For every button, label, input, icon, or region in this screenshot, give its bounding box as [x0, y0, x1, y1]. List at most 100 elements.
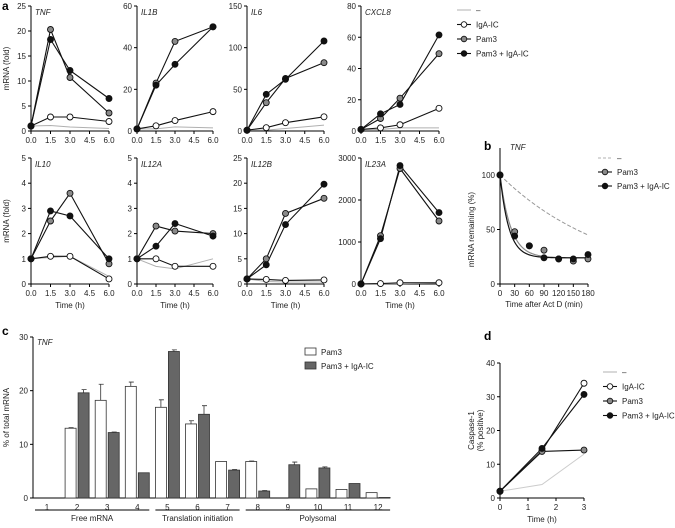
- data-point: [320, 194, 328, 202]
- error-bar: [202, 405, 207, 415]
- x-tick-label: 6.0: [318, 289, 330, 298]
- y-tick-label: 1000: [338, 238, 356, 247]
- x-tick-label: 2: [75, 503, 80, 512]
- gene-label: IL6: [251, 8, 263, 17]
- legend-label: Pam3 + IgA-IC: [617, 182, 670, 191]
- bar: [64, 427, 77, 499]
- x-tick-label: 6.0: [433, 136, 445, 145]
- data-point: [584, 251, 592, 259]
- data-point: [105, 118, 113, 125]
- series-line: [136, 26, 214, 130]
- data-point: [396, 162, 404, 170]
- x-tick-label: 0.0: [355, 289, 367, 298]
- x-axis-label: Time (h): [527, 515, 557, 524]
- data-point: [601, 182, 609, 190]
- bar: [215, 461, 228, 499]
- x-tick-label: 3: [582, 503, 587, 512]
- series-line: [360, 53, 440, 130]
- series-line: [246, 278, 324, 283]
- data-point: [396, 100, 404, 108]
- x-tick-label: 3.0: [280, 136, 292, 145]
- x-axis-label: Time (h): [271, 301, 301, 310]
- y-tick-label: 15: [17, 52, 26, 61]
- legend-label: Pam3: [622, 397, 643, 406]
- series-line: [360, 107, 440, 130]
- data-point: [555, 255, 563, 263]
- y-tick-label: 40: [347, 65, 356, 74]
- data-point: [606, 383, 614, 390]
- data-point: [105, 255, 113, 263]
- bar: [378, 497, 391, 499]
- bar: [288, 464, 301, 499]
- data-point: [320, 113, 328, 121]
- series-line: [30, 192, 110, 265]
- x-tick-label: 1.5: [375, 136, 387, 145]
- y-tick-label: 150: [229, 2, 243, 11]
- data-point: [320, 180, 328, 188]
- data-point: [262, 124, 270, 132]
- data-point: [540, 246, 548, 254]
- x-tick-label: 6: [195, 503, 200, 512]
- x-tick-label: 3.0: [169, 289, 181, 298]
- x-axis-label: Time (h): [385, 301, 415, 310]
- x-tick-label: 3.0: [394, 136, 406, 145]
- error-bar: [249, 460, 255, 462]
- data-point: [66, 67, 74, 74]
- data-point: [460, 35, 468, 43]
- series-line: [30, 210, 110, 260]
- gene-label: CXCL8: [365, 8, 391, 17]
- x-tick-label: 0: [498, 503, 503, 512]
- data-point: [282, 277, 289, 284]
- data-point: [320, 37, 328, 45]
- y-tick-label: 5: [238, 255, 243, 264]
- data-point: [282, 75, 289, 83]
- y-tick-label: 10: [19, 440, 28, 449]
- series-line: [136, 225, 214, 260]
- x-axis-label: Time (h): [160, 301, 190, 310]
- data-point: [171, 220, 179, 227]
- y-tick-label: 3: [22, 204, 27, 213]
- legend-label: IgA-IC: [622, 383, 645, 392]
- data-point: [511, 232, 519, 240]
- data-point: [496, 487, 504, 495]
- data-point: [377, 280, 384, 288]
- series-line: [137, 258, 213, 267]
- legend-label: Pam3 + IgA-IC: [476, 50, 529, 59]
- data-point: [357, 125, 365, 133]
- x-tick-label: 180: [581, 289, 595, 298]
- chart-cxcl8: 0 20 40 60 80 0.0 1.5 3.0 4.5 6.0 CXCL8: [347, 2, 445, 145]
- x-tick-label: 9: [286, 503, 291, 512]
- x-tick-label: 12: [374, 503, 383, 512]
- y-tick-label: 50: [233, 85, 242, 94]
- x-tick-label: 1.5: [375, 289, 387, 298]
- data-point: [377, 110, 384, 118]
- y-tick-label: 100: [482, 171, 496, 180]
- data-point: [47, 252, 54, 260]
- data-point: [209, 23, 217, 31]
- gene-label: TNF: [35, 8, 52, 17]
- x-tick-label: 4.5: [414, 136, 426, 145]
- data-point: [262, 276, 270, 283]
- x-tick-label: 6.0: [318, 136, 330, 145]
- data-point: [580, 390, 588, 398]
- x-tick-label: 90: [540, 289, 549, 298]
- bar: [107, 432, 120, 499]
- group-label: Polysomal: [299, 514, 336, 523]
- y-tick-label: 3000: [338, 154, 356, 163]
- bar: [154, 406, 167, 499]
- y-tick-label: 5: [128, 154, 133, 163]
- error-bar: [158, 399, 164, 408]
- data-point: [105, 95, 113, 102]
- data-point: [580, 379, 588, 387]
- y-tick-label: 10: [233, 230, 242, 239]
- y-tick-label: 20: [347, 96, 356, 105]
- data-point: [66, 212, 74, 220]
- data-point: [47, 113, 54, 121]
- y-tick-label: 0: [491, 280, 496, 289]
- y-tick-label: 2: [22, 230, 27, 239]
- data-point: [377, 235, 384, 243]
- data-point: [320, 276, 328, 284]
- data-point: [538, 444, 546, 452]
- chart-il12a: 0 1 2 3 4 5 0.0 1.5 3.0 4.5 6.0 IL12A Time (h): [128, 154, 220, 310]
